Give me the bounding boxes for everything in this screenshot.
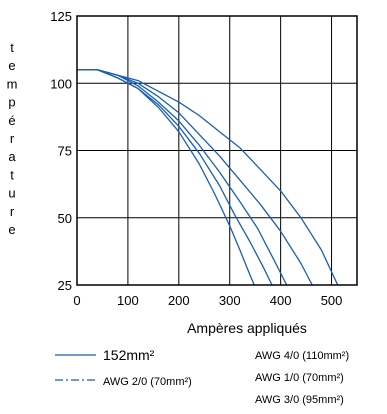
y-label-letter-4: é — [8, 113, 15, 128]
y-tick-label-2: 75 — [58, 144, 72, 159]
x-tick-label-0: 0 — [73, 293, 80, 308]
x-tick-label-4: 400 — [270, 293, 292, 308]
legend: 152mm² AWG 2/0 (70mm²) AWG 4/0 (110mm²) AWG… — [55, 347, 349, 406]
tick-labels: 0 100 200 300 400 500 125 100 75 50 25 — [50, 9, 342, 308]
x-tick-label-2: 200 — [168, 293, 190, 308]
y-label-letter-3: p — [8, 95, 15, 110]
y-label-letter-10: e — [8, 222, 15, 237]
legend-label-4: AWG 1/0 (70mm²) — [255, 372, 344, 384]
series-line-5 — [77, 69, 339, 286]
series-line-4 — [77, 69, 313, 286]
y-label-letter-5: r — [10, 131, 15, 146]
y-label-letter-6: a — [8, 149, 16, 164]
x-tick-label-1: 100 — [117, 293, 139, 308]
x-tick-label-3: 300 — [219, 293, 241, 308]
legend-label-2: AWG 2/0 (70mm²) — [103, 376, 192, 388]
plot-frame — [76, 15, 358, 286]
y-tick-label-1: 100 — [50, 76, 72, 91]
y-tick-label-3: 50 — [58, 211, 72, 226]
y-label-letter-9: r — [10, 204, 15, 219]
y-label-letter-7: t — [10, 167, 14, 182]
legend-label-3: AWG 4/0 (110mm²) — [255, 350, 349, 362]
grid — [76, 15, 357, 286]
series-lines — [77, 69, 339, 286]
y-tick-label-0: 125 — [50, 9, 72, 24]
y-label-letter-8: u — [8, 186, 15, 201]
y-label-letter-2: m — [7, 76, 18, 91]
legend-label-1: 152mm² — [103, 347, 155, 363]
x-tick-label-5: 500 — [321, 293, 343, 308]
legend-label-5: AWG 3/0 (95mm²) — [255, 394, 344, 406]
series-line-2 — [77, 69, 273, 286]
y-label-letter-0: t — [10, 40, 14, 55]
y-label-letter-1: e — [8, 58, 15, 73]
y-tick-label-4: 25 — [58, 278, 72, 293]
x-axis-title: Ampères appliqués — [187, 320, 307, 336]
